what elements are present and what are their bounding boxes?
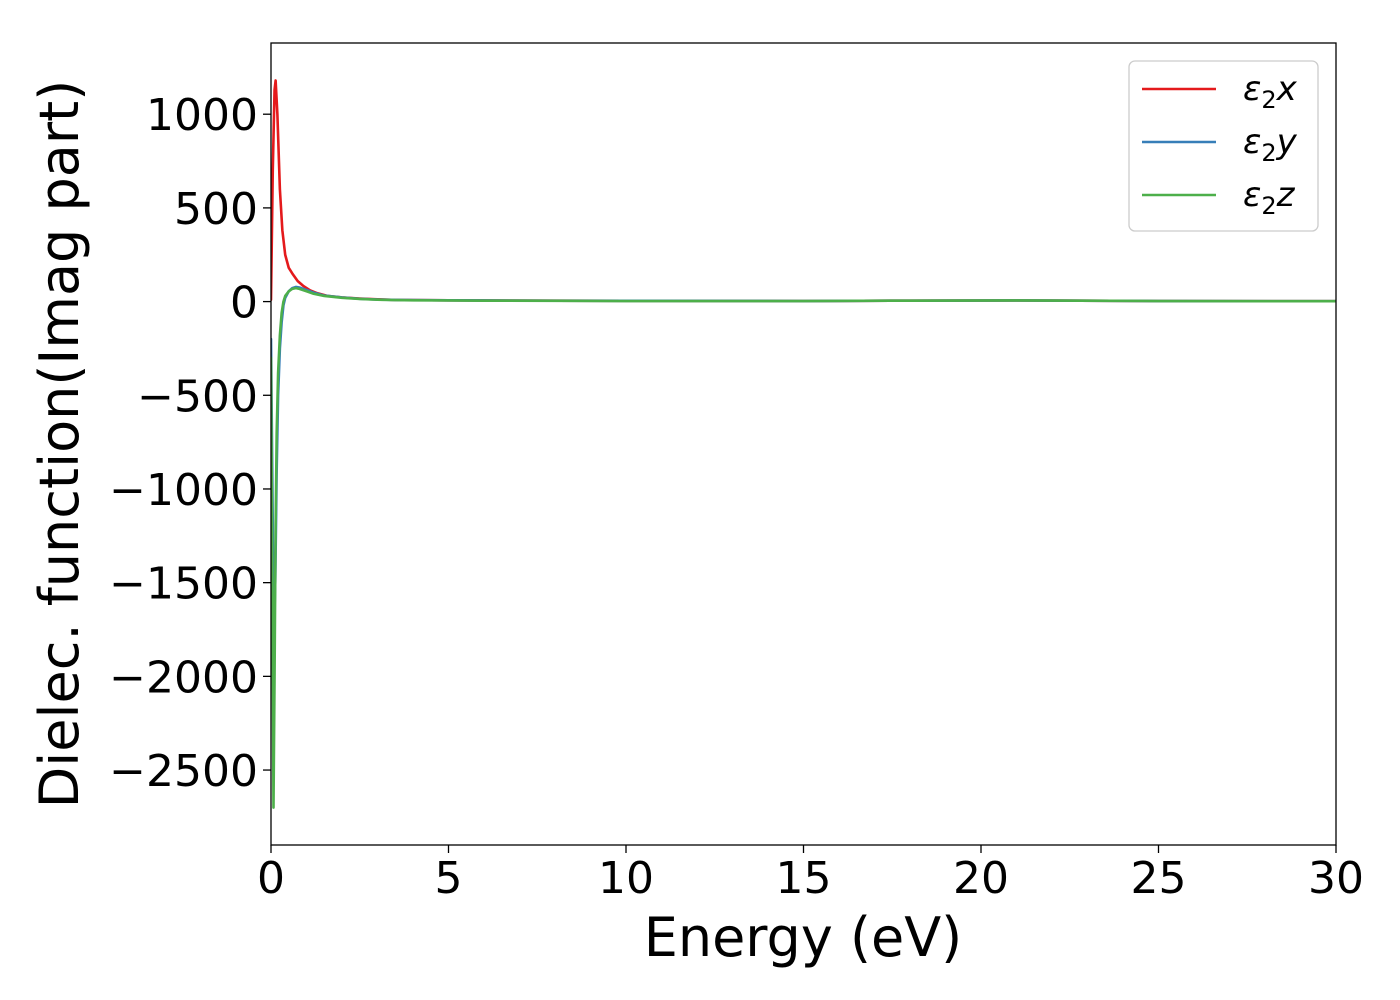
x-tick-label: 30 — [1308, 853, 1364, 904]
series-layer — [271, 79, 1336, 809]
y-tick-label: −500 — [137, 371, 258, 422]
legend-symbol: ε — [1243, 69, 1261, 109]
x-tick-label: 0 — [257, 853, 285, 904]
x-tick-label: 20 — [953, 853, 1009, 904]
y-tick-label: −2000 — [109, 652, 258, 703]
y-tick-label: 0 — [230, 278, 258, 329]
y-tick-label: −1500 — [109, 559, 258, 610]
legend-component: z — [1276, 175, 1296, 215]
y-axis: 1000 500 0 −500 −1000 −1500 −2000 −2500 — [109, 90, 271, 797]
y-tick-label: 1000 — [146, 90, 258, 141]
x-tick-label: 25 — [1131, 853, 1187, 904]
x-tick-label: 15 — [776, 853, 832, 904]
legend-box — [1128, 60, 1319, 232]
y-tick-label: 500 — [174, 184, 258, 235]
legend-label-z: ε2z — [1243, 175, 1296, 220]
legend-subscript: 2 — [1261, 86, 1276, 114]
series-line-z — [271, 286, 1336, 809]
legend-subscript: 2 — [1261, 139, 1276, 167]
y-tick-label: −1000 — [109, 465, 258, 516]
x-tick-label: 5 — [435, 853, 463, 904]
legend-label-x: ε2x — [1243, 69, 1298, 114]
x-axis-label: Energy (eV) — [644, 906, 963, 969]
legend-subscript: 2 — [1261, 192, 1276, 220]
x-tick-label: 10 — [598, 853, 654, 904]
legend-symbol: ε — [1243, 175, 1261, 215]
y-tick-label: −2500 — [109, 746, 258, 797]
legend-label-y: ε2y — [1243, 122, 1298, 167]
x-axis: 0 5 10 15 20 25 30 — [257, 845, 1364, 904]
y-axis-label: Dielec. function(Imag part) — [28, 80, 91, 809]
legend-component: x — [1276, 69, 1298, 109]
legend-symbol: ε — [1243, 122, 1261, 162]
legend-component: y — [1276, 122, 1298, 162]
